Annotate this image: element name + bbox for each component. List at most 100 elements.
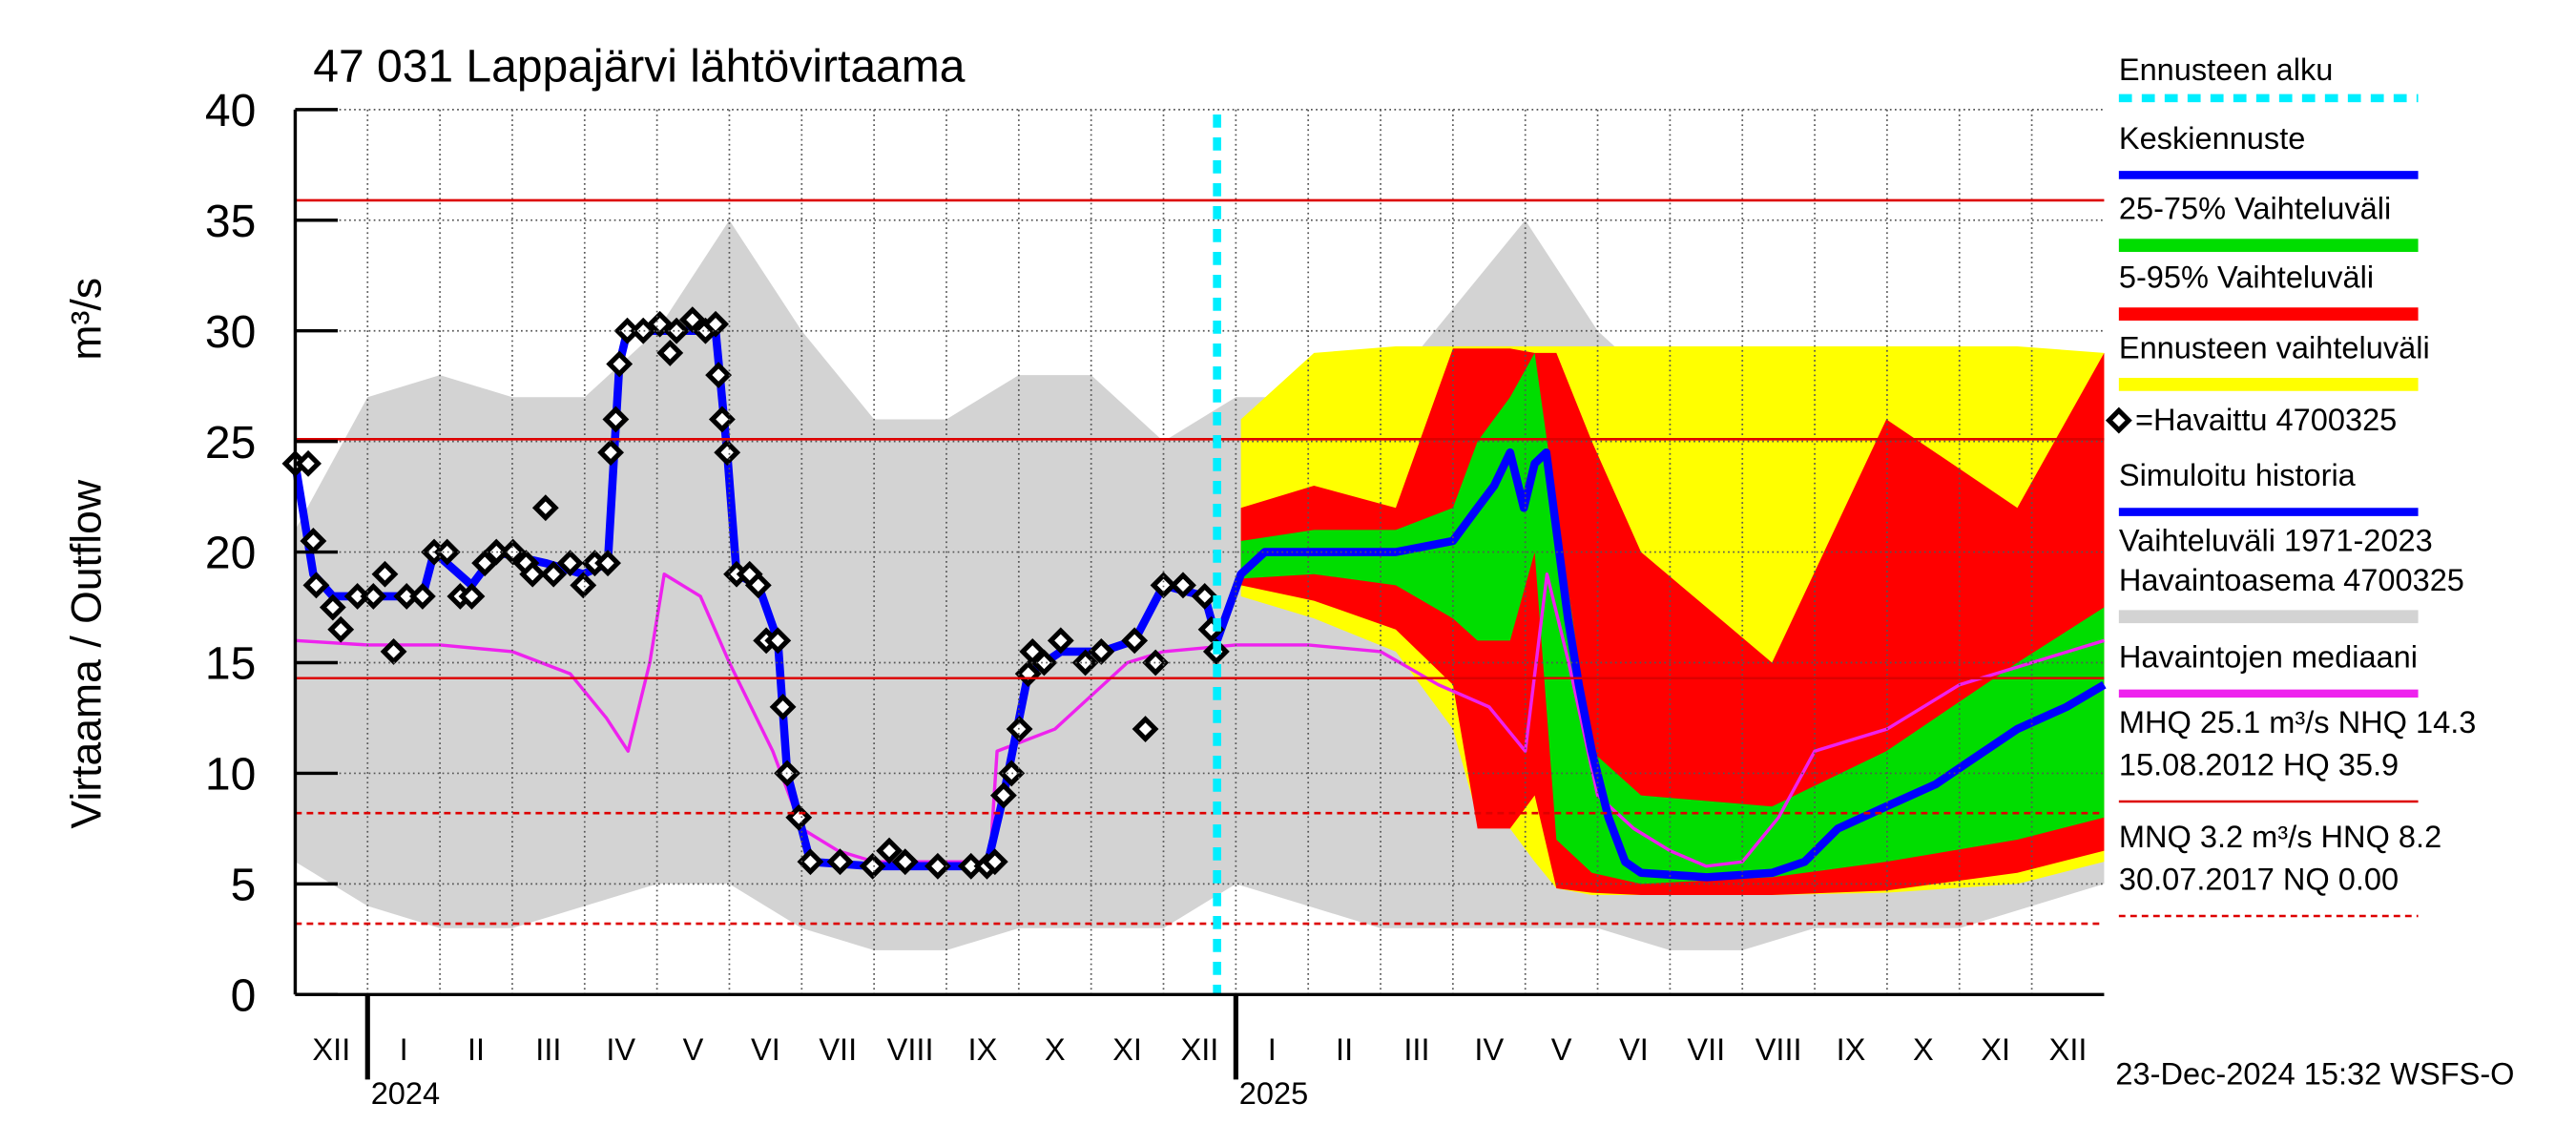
- x-tick-label: III: [1403, 1032, 1429, 1067]
- x-tick-label: XII: [1181, 1032, 1219, 1067]
- observed-marker: [295, 449, 322, 477]
- band-area: [1240, 352, 2105, 885]
- observed-marker: [744, 572, 772, 599]
- legend-label: Ennusteen vaihteluväli: [2119, 330, 2430, 364]
- observed-marker: [663, 317, 691, 344]
- y-axis-unit: m³/s: [63, 278, 110, 361]
- y-tick-label: 15: [205, 639, 256, 690]
- observed-marker: [1150, 572, 1177, 599]
- x-tick-label: III: [535, 1032, 561, 1067]
- observed-marker: [702, 310, 729, 338]
- legend-label: Vaihteluväli 1971-2023: [2119, 524, 2433, 558]
- observed-marker: [531, 494, 559, 522]
- legend-marker: [2105, 406, 2132, 434]
- observed-marker: [705, 362, 733, 389]
- observed-marker: [797, 848, 824, 876]
- year-label: 2024: [371, 1076, 440, 1111]
- legend-label: 25-75% Vaihteluväli: [2119, 192, 2391, 226]
- x-tick-label: I: [1268, 1032, 1277, 1067]
- y-tick-label: 30: [205, 307, 256, 358]
- observed-marker: [924, 852, 951, 880]
- observed-marker: [1132, 716, 1159, 742]
- observed-marker: [1030, 649, 1058, 677]
- observed-marker: [606, 350, 634, 378]
- x-tick-label: IV: [606, 1032, 635, 1067]
- observed-marker: [764, 627, 792, 655]
- observed-marker: [678, 306, 706, 334]
- observed-marker: [540, 560, 568, 588]
- y-tick-label: 20: [205, 529, 256, 579]
- observed-marker: [708, 406, 736, 433]
- x-tick-label: IX: [1837, 1032, 1866, 1067]
- x-tick-label: XII: [312, 1032, 350, 1067]
- observed-marker: [360, 583, 387, 610]
- x-tick-label: XI: [1112, 1032, 1142, 1067]
- x-tick-label: I: [400, 1032, 408, 1067]
- footer: 23-Dec-2024 15:32 WSFS-O: [2115, 1057, 2514, 1092]
- legend-label: Havaintoasema 4700325: [2119, 563, 2464, 597]
- observed-marker: [1191, 583, 1218, 610]
- observed-marker: [646, 310, 674, 338]
- legend-label: 5-95% Vaihteluväli: [2119, 260, 2374, 295]
- legend-label: Ennusteen alku: [2119, 52, 2334, 87]
- observed-marker: [458, 583, 486, 610]
- observed-marker: [570, 572, 597, 599]
- observed-marker: [380, 637, 407, 665]
- legend-label: Simuloitu historia: [2119, 458, 2357, 492]
- legend-label: 15.08.2012 HQ 35.9: [2119, 748, 2399, 782]
- x-tick-label: XII: [2049, 1032, 2088, 1067]
- observed-marker: [302, 572, 330, 599]
- observed-marker: [630, 317, 657, 344]
- x-tick-label: XI: [1981, 1032, 2010, 1067]
- x-tick-label: VII: [1687, 1032, 1725, 1067]
- legend-label: MNQ 3.2 m³/s HNQ 8.2: [2119, 820, 2441, 854]
- observed-marker: [891, 848, 919, 876]
- observed-marker: [656, 339, 684, 366]
- x-tick-label: VIII: [1755, 1032, 1802, 1067]
- y-tick-label: 10: [205, 750, 256, 801]
- legend-label: Havaintojen mediaani: [2119, 639, 2418, 674]
- y-tick-label: 25: [205, 418, 256, 468]
- observed-marker: [327, 615, 355, 643]
- observed-marker: [1088, 637, 1115, 665]
- chart-title: 47 031 Lappajärvi lähtövirtaama: [313, 42, 965, 93]
- y-axis-label: Virtaama / Outflow: [63, 479, 110, 829]
- x-tick-label: II: [1336, 1032, 1353, 1067]
- legend-label: =Havaittu 4700325: [2135, 403, 2397, 437]
- observed-marker: [1047, 627, 1074, 655]
- observed-marker: [594, 550, 621, 577]
- legend-label: MHQ 25.1 m³/s NHQ 14.3: [2119, 705, 2477, 739]
- observed-marker: [1121, 627, 1149, 655]
- x-tick-label: IV: [1474, 1032, 1504, 1067]
- x-tick-label: VII: [819, 1032, 857, 1067]
- y-tick-label: 5: [231, 861, 257, 911]
- observed-marker: [483, 538, 510, 566]
- observed-marker: [602, 406, 630, 433]
- observed-marker: [1170, 572, 1196, 599]
- observed-marker: [859, 852, 886, 880]
- observed-marker: [769, 693, 797, 720]
- observed-marker: [371, 560, 399, 588]
- observed-marker: [1142, 649, 1170, 677]
- observed-marker: [1014, 660, 1042, 688]
- series-line: [1213, 448, 2107, 882]
- x-tick-label: X: [1045, 1032, 1066, 1067]
- observed-marker: [998, 760, 1026, 787]
- x-tick-label: IX: [968, 1032, 998, 1067]
- legend-label: 30.07.2017 NQ 0.00: [2119, 863, 2399, 897]
- observed-marker: [876, 837, 903, 864]
- x-tick-label: VI: [751, 1032, 780, 1067]
- y-tick-label: 35: [205, 197, 256, 247]
- x-tick-label: II: [467, 1032, 485, 1067]
- observed-marker: [989, 781, 1017, 809]
- observed-marker: [433, 538, 461, 566]
- x-tick-label: V: [1551, 1032, 1572, 1067]
- observed-marker: [408, 583, 436, 610]
- series-line: [295, 572, 2105, 868]
- x-tick-label: X: [1913, 1032, 1934, 1067]
- x-tick-label: V: [683, 1032, 704, 1067]
- y-tick-label: 40: [205, 86, 256, 136]
- observed-marker: [714, 439, 741, 467]
